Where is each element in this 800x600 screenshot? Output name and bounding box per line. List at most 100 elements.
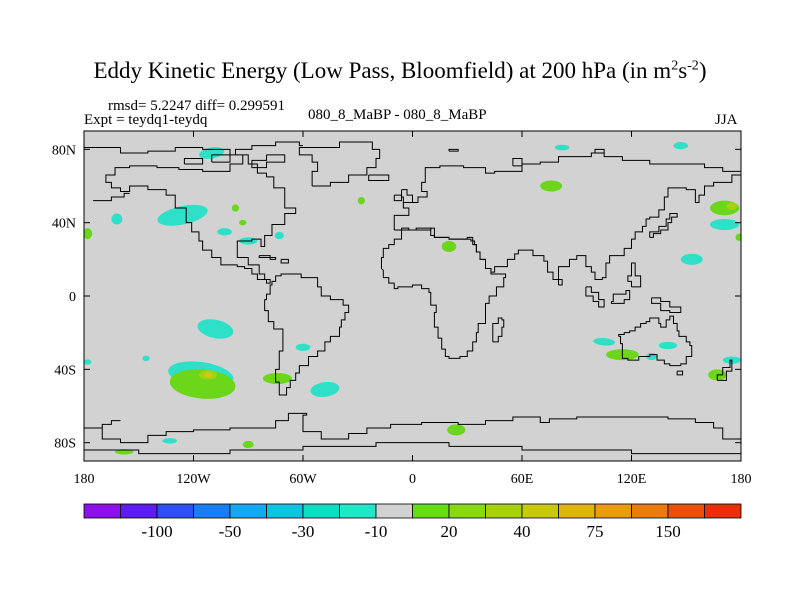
region-green-33 bbox=[242, 440, 254, 449]
region-turquoise-11 bbox=[162, 438, 178, 444]
region-turquoise-17 bbox=[658, 341, 678, 350]
y-tick-label-3: 40S bbox=[54, 363, 76, 378]
region-turquoise-14 bbox=[709, 219, 740, 230]
region-green-35 bbox=[231, 204, 240, 212]
coastline-8 bbox=[492, 317, 505, 343]
coastline-9 bbox=[401, 189, 413, 203]
region-turquoise-20 bbox=[554, 144, 570, 151]
coastline-0 bbox=[84, 141, 303, 284]
x-tick-label-3: 0 bbox=[409, 472, 416, 487]
colorbar-swatch-12 bbox=[521, 503, 559, 519]
coastline-27 bbox=[512, 158, 523, 167]
colorbar-swatch-17 bbox=[704, 503, 742, 519]
x-tick-label-1: 120W bbox=[176, 472, 211, 487]
region-turquoise-12 bbox=[199, 147, 225, 159]
region-green-26 bbox=[441, 241, 457, 252]
region-turquoise-8 bbox=[295, 343, 311, 352]
region-turquoise-4 bbox=[274, 231, 284, 240]
region-green-28 bbox=[169, 369, 236, 399]
region-green-21 bbox=[540, 180, 563, 192]
coastline-5 bbox=[393, 152, 741, 230]
coastline-16 bbox=[676, 370, 684, 376]
region-green-27 bbox=[735, 233, 741, 241]
coastline-2 bbox=[298, 141, 381, 187]
colorbar-label-6: 75 bbox=[587, 522, 604, 541]
region-turquoise-6 bbox=[142, 355, 150, 362]
region-turquoise-10 bbox=[84, 359, 92, 365]
case-label: 080_8_MaBP - 080_8_MaBP bbox=[308, 107, 487, 123]
coastline-28 bbox=[448, 148, 459, 152]
season-label: JJA bbox=[715, 112, 738, 128]
coastline-29 bbox=[183, 158, 204, 165]
coastline-11 bbox=[649, 213, 678, 238]
region-green-25 bbox=[357, 197, 366, 205]
coastline-10 bbox=[393, 194, 403, 202]
coastline-6 bbox=[394, 174, 741, 280]
colorbar-swatch-4 bbox=[229, 503, 267, 519]
region-green-29 bbox=[262, 373, 293, 384]
coastline-18 bbox=[651, 297, 682, 313]
region-yellow-green-36 bbox=[726, 202, 738, 210]
anomaly-regions bbox=[84, 142, 741, 455]
colorbar-swatch-1 bbox=[120, 503, 158, 519]
stats-text: rmsd= 5.2247 diff= 0.299591 bbox=[108, 98, 286, 114]
colorbar-swatch-9 bbox=[412, 503, 450, 519]
plot-background bbox=[84, 131, 741, 461]
y-tick-label-4: 80S bbox=[54, 437, 76, 452]
colorbar-label-0: -100 bbox=[141, 522, 172, 541]
coastline-26 bbox=[594, 148, 605, 154]
region-green-23 bbox=[84, 228, 93, 240]
coastline-19 bbox=[610, 290, 631, 304]
coastline-17 bbox=[716, 359, 733, 381]
coastline-4 bbox=[368, 174, 390, 181]
region-green-32 bbox=[447, 424, 466, 436]
chart-title: Eddy Kinetic Energy (Low Pass, Bloomfiel… bbox=[93, 58, 707, 83]
colorbar-swatch-6 bbox=[302, 503, 340, 519]
region-turquoise-13 bbox=[673, 142, 689, 150]
colorbar-swatch-3 bbox=[193, 503, 231, 519]
colorbar-swatch-11 bbox=[485, 503, 523, 519]
region-turquoise-1 bbox=[111, 213, 123, 225]
coastline-30 bbox=[211, 154, 231, 163]
colorbar-swatch-2 bbox=[156, 503, 194, 519]
region-turquoise-9 bbox=[310, 381, 340, 398]
colorbar-swatch-14 bbox=[594, 503, 632, 519]
region-turquoise-15 bbox=[680, 253, 703, 265]
colorbar-swatch-16 bbox=[667, 503, 705, 519]
region-turquoise-0 bbox=[157, 204, 208, 226]
y-axis: 80N 40N 0 40S 80S bbox=[52, 143, 741, 452]
colorbar-swatch-7 bbox=[339, 503, 377, 519]
coastline-22 bbox=[558, 279, 563, 286]
colorbar-swatch-13 bbox=[558, 503, 596, 519]
coastline-7 bbox=[380, 227, 507, 359]
colorbar: -100 -50 -30 -10 20 40 75 150 bbox=[83, 503, 742, 541]
colorbar-swatch-8 bbox=[375, 503, 413, 519]
coastline-25 bbox=[93, 192, 130, 202]
coastline-20 bbox=[585, 286, 605, 308]
coastline-3 bbox=[251, 154, 286, 169]
x-tick-label-5: 120E bbox=[617, 472, 647, 487]
coastline-14 bbox=[101, 420, 121, 428]
region-yellow-38 bbox=[204, 372, 212, 378]
experiment-label: Expt = teydq1-teydq bbox=[84, 112, 208, 128]
colorbar-label-4: 20 bbox=[441, 522, 458, 541]
colorbar-label-2: -30 bbox=[292, 522, 315, 541]
colorbar-label-1: -50 bbox=[219, 522, 242, 541]
x-tick-label-0: 180 bbox=[74, 472, 95, 487]
coastline-24 bbox=[258, 255, 277, 260]
coastline-12 bbox=[84, 412, 741, 444]
colorbar-label-7: 150 bbox=[655, 522, 681, 541]
colorbar-label-3: -10 bbox=[365, 522, 388, 541]
region-turquoise-5 bbox=[197, 319, 234, 339]
colorbar-swatch-0 bbox=[83, 503, 121, 519]
y-tick-label-2: 0 bbox=[69, 290, 76, 305]
colorbar-label-5: 40 bbox=[514, 522, 531, 541]
coastline-1 bbox=[264, 273, 350, 396]
y-tick-label-0: 80N bbox=[52, 143, 76, 158]
coastline-15 bbox=[618, 315, 693, 367]
colorbar-swatch-10 bbox=[448, 503, 486, 519]
coastline-21 bbox=[627, 262, 642, 288]
x-tick-label-4: 60E bbox=[511, 472, 534, 487]
region-green-24 bbox=[239, 219, 247, 226]
